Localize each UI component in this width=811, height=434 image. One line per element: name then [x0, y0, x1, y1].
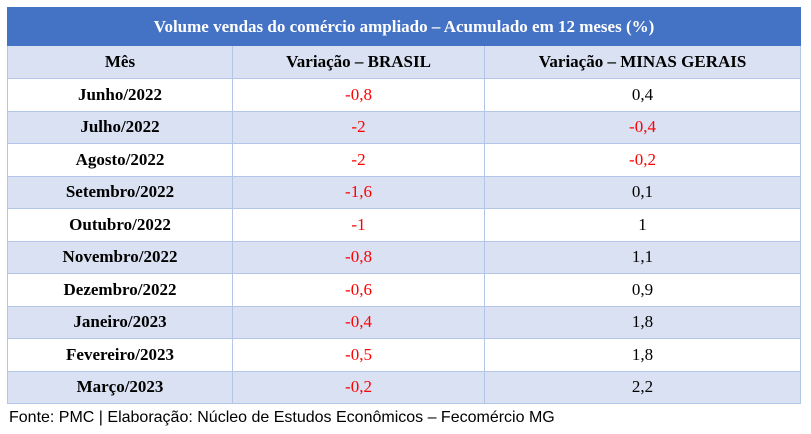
table-row: Outubro/2022 -1 1: [7, 208, 802, 242]
month-cell: Novembro/2022: [7, 240, 233, 274]
month-cell: Outubro/2022: [7, 208, 233, 242]
table-row: Julho/2022 -2 -0,4: [7, 110, 802, 144]
column-header: Variação – BRASIL: [232, 45, 485, 79]
value-cell: -1: [232, 208, 485, 242]
month-cell: Março/2023: [7, 370, 233, 404]
value-cell: -0,8: [232, 78, 485, 112]
month-cell: Dezembro/2022: [7, 273, 233, 307]
month-cell: Fevereiro/2023: [7, 338, 233, 372]
table-row: Março/2023 -0,2 2,2: [7, 370, 802, 404]
table-row: Setembro/2022 -1,6 0,1: [7, 175, 802, 209]
value-cell: -0,5: [232, 338, 485, 372]
value-cell: -0,2: [483, 143, 802, 177]
source-note: Fonte: PMC | Elaboração: Núcleo de Estud…: [9, 409, 555, 426]
value-cell: -2: [232, 110, 485, 144]
table-container: Volume vendas do comércio ampliado – Acu…: [6, 7, 802, 404]
month-cell: Junho/2022: [7, 78, 233, 112]
value-cell: 2,2: [483, 370, 802, 404]
table-title: Volume vendas do comércio ampliado – Acu…: [6, 7, 802, 46]
table-row: Junho/2022 -0,8 0,4: [7, 78, 802, 112]
data-table: Volume vendas do comércio ampliado – Acu…: [6, 7, 802, 404]
value-cell: -0,8: [232, 240, 485, 274]
value-cell: 0,4: [483, 78, 802, 112]
table-row: Novembro/2022 -0,8 1,1: [7, 240, 802, 274]
value-cell: -0,4: [232, 305, 485, 339]
value-cell: -0,2: [232, 370, 485, 404]
value-cell: -0,4: [483, 110, 802, 144]
table-row: Agosto/2022 -2 -0,2: [7, 143, 802, 177]
value-cell: 1,8: [483, 338, 802, 372]
month-cell: Julho/2022: [7, 110, 233, 144]
month-cell: Setembro/2022: [7, 175, 233, 209]
value-cell: 0,1: [483, 175, 802, 209]
value-cell: 1,1: [483, 240, 802, 274]
column-header: Mês: [7, 45, 233, 79]
value-cell: -1,6: [232, 175, 485, 209]
column-header: Variação – MINAS GERAIS: [483, 45, 802, 79]
value-cell: -2: [232, 143, 485, 177]
value-cell: 1: [483, 208, 802, 242]
value-cell: -0,6: [232, 273, 485, 307]
month-cell: Agosto/2022: [7, 143, 233, 177]
table-row: Janeiro/2023 -0,4 1,8: [7, 305, 802, 339]
month-cell: Janeiro/2023: [7, 305, 233, 339]
table-row: Dezembro/2022 -0,6 0,9: [7, 273, 802, 307]
value-cell: 1,8: [483, 305, 802, 339]
value-cell: 0,9: [483, 273, 802, 307]
table-row: Fevereiro/2023 -0,5 1,8: [7, 338, 802, 372]
